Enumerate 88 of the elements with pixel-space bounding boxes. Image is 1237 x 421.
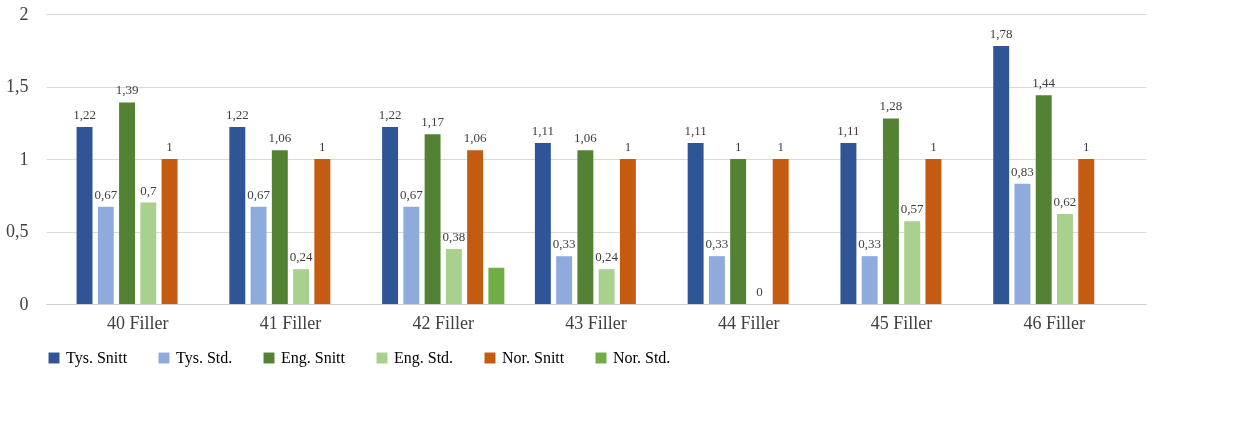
bar (1078, 159, 1095, 304)
bar (161, 159, 178, 304)
data-label: 1,22 (225, 107, 249, 123)
data-label: 1,11 (684, 123, 707, 139)
data-label: 1 (930, 139, 937, 154)
data-label: 1 (777, 139, 784, 154)
data-label: 1,22 (378, 107, 402, 123)
bar (993, 45, 1010, 304)
data-label: 1,22 (73, 107, 96, 123)
bar (619, 159, 636, 304)
data-label: 0,83 (1011, 163, 1034, 179)
bar (445, 248, 462, 304)
x-tick-label: 41 Filler (259, 312, 322, 333)
bar (76, 127, 93, 304)
bar (861, 256, 878, 304)
data-label: 1,78 (989, 25, 1013, 41)
bar (467, 150, 484, 304)
bar (598, 269, 615, 304)
data-label: 0 (756, 284, 763, 299)
bar (708, 256, 725, 304)
bar (488, 267, 505, 304)
bar (925, 159, 942, 304)
data-label: 0,33 (858, 236, 882, 252)
x-tick-label: 42 Filler (412, 312, 474, 333)
bar (1014, 183, 1031, 304)
legend-label: Eng. Std. (394, 349, 454, 367)
data-label: 1 (1082, 139, 1090, 154)
legend-label: Nor. Snitt (502, 349, 565, 366)
bar (229, 127, 246, 304)
x-tick-label: 46 Filler (1023, 312, 1086, 333)
data-label: 0,38 (442, 228, 466, 244)
legend-label: Tys. Std. (176, 349, 233, 367)
bar (882, 118, 899, 304)
data-label: 1 (319, 139, 326, 154)
bar (140, 202, 157, 304)
bar (271, 150, 288, 304)
bar (840, 143, 857, 304)
bar (382, 127, 399, 304)
data-label: 1,44 (1032, 75, 1056, 91)
bar (556, 256, 573, 304)
bar (119, 102, 136, 304)
data-label: 1,28 (879, 98, 903, 114)
bar (687, 143, 704, 304)
y-tick-label: 1,5 (6, 76, 29, 96)
legend-label: Nor. Std. (613, 349, 671, 366)
data-label: 1 (624, 139, 632, 154)
data-label: 1,11 (531, 123, 554, 139)
data-label: 0,33 (705, 236, 729, 252)
y-tick-label: 1 (19, 148, 29, 169)
bar (534, 143, 551, 304)
data-label: 1 (734, 139, 742, 154)
bar (904, 221, 921, 304)
data-label: 1,11 (837, 123, 860, 139)
bar (772, 159, 789, 304)
x-tick-label: 44 Filler (718, 312, 780, 333)
bar (403, 206, 420, 304)
bar (1035, 95, 1052, 304)
bar (424, 134, 441, 304)
data-label: 0,67 (94, 186, 118, 202)
bar (250, 206, 267, 304)
data-label: 0,67 (399, 186, 424, 202)
bar (97, 206, 114, 304)
bar (314, 159, 331, 304)
data-label: 1,06 (268, 130, 292, 146)
data-label: 0,57 (900, 201, 925, 217)
legend-label: Eng. Snitt (281, 349, 346, 367)
x-tick-label: 43 Filler (565, 312, 627, 333)
data-label: 1,17 (421, 114, 445, 130)
data-label: 0,24 (289, 249, 313, 265)
data-label: 0,67 (247, 186, 271, 202)
x-tick-label: 40 Filler (106, 312, 169, 333)
data-label: 1 (166, 139, 173, 154)
data-label: 1,39 (115, 82, 139, 98)
data-label: 0,62 (1053, 194, 1077, 210)
bar (293, 269, 310, 304)
legend-label: Tys. Snitt (66, 349, 128, 367)
y-tick-label: 0,5 (6, 221, 29, 241)
y-tick-label: 2 (19, 3, 29, 24)
bar (730, 159, 747, 304)
data-label: 0,24 (595, 249, 619, 265)
data-label: 0,7 (140, 182, 157, 198)
data-label: 0,33 (552, 236, 576, 252)
data-label: 1,06 (463, 130, 487, 146)
data-label: 1,06 (574, 130, 598, 146)
bar (577, 150, 594, 304)
bar (1056, 214, 1073, 304)
y-tick-label: 0 (19, 293, 29, 314)
x-tick-label: 45 Filler (870, 312, 933, 333)
